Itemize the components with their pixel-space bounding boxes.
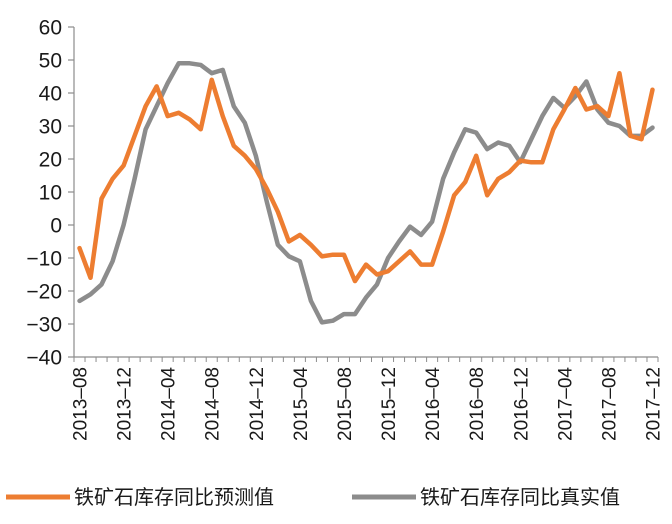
x-tick-label: 2016–08	[467, 367, 488, 441]
x-tick-label: 2014–12	[247, 367, 268, 441]
x-tick-label: 2015–12	[379, 367, 400, 441]
legend-label: 铁矿石库存同比真实值	[420, 486, 620, 509]
x-tick-label: 2016–04	[423, 367, 444, 441]
y-tick-label: −10	[26, 248, 62, 271]
x-tick-label: 2014–08	[203, 367, 224, 441]
y-tick-label: 50	[39, 50, 62, 73]
x-tick-label: 2017–04	[555, 367, 576, 441]
y-tick-label: 30	[39, 116, 62, 139]
y-tick-label: −30	[26, 314, 62, 337]
y-axis: −40 −30 −20 −10 0 10 20 30 40 50 60	[26, 17, 75, 370]
legend-label: 铁矿石库存同比预测值	[74, 486, 274, 509]
legend-item-actual: 铁矿石库存同比真实值	[352, 486, 620, 509]
y-tick-label: −40	[26, 347, 62, 370]
y-tick-label: −20	[26, 281, 62, 304]
x-tick-label: 2016–12	[511, 367, 532, 441]
series-layer	[77, 61, 655, 325]
y-tick-label: 0	[50, 215, 62, 238]
x-tick-label: 2015–08	[335, 367, 356, 441]
y-tick-label: 10	[39, 182, 62, 205]
y-tick-label: 40	[39, 83, 62, 106]
x-tick-label: 2014–04	[159, 367, 180, 441]
legend-item-forecast: 铁矿石库存同比预测值	[6, 486, 274, 509]
legend: 铁矿石库存同比预测值 铁矿石库存同比真实值	[6, 486, 620, 509]
x-tick-label: 2017–08	[599, 367, 620, 441]
x-axis: 2013–08 2013–12 2014–04 2014–08 2014–12 2015–…	[71, 356, 664, 441]
series-line-forecast	[77, 70, 655, 284]
series-line-actual	[77, 61, 655, 325]
x-tick-label: 2015–04	[291, 367, 312, 441]
y-tick-label: 20	[39, 149, 62, 172]
x-tick-label: 2017–12	[643, 367, 664, 441]
y-tick-label: 60	[39, 17, 62, 40]
x-tick-label: 2013–12	[115, 367, 136, 441]
x-tick-label: 2013–08	[71, 367, 92, 441]
